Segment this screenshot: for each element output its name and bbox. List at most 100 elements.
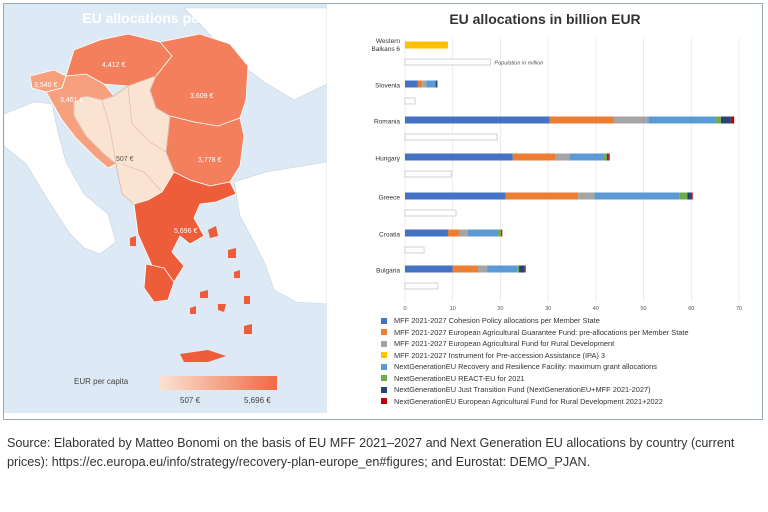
legend-label: NextGenerationEU Recovery and Resilience… [394, 362, 657, 372]
wb-border-3 [121, 163, 163, 193]
map-label-slovenia: 3,540 € [34, 82, 57, 89]
choropleth-map: 3,540 € 3,461 € 4,412 € 3,609 € 3,778 € … [4, 7, 327, 362]
population-label: Population in million [494, 61, 543, 67]
bar-segment [603, 153, 607, 161]
population-bar [404, 170, 452, 178]
bar-segment [517, 265, 520, 273]
legend-label: NextGenerationEU European Agricultural F… [394, 396, 663, 406]
map-label-croatia: 3,461 € [60, 97, 83, 104]
population-bar [404, 209, 457, 217]
legend-swatch [381, 329, 387, 336]
map-label-romania: 3,609 € [190, 93, 213, 100]
bar-segment [487, 265, 518, 273]
wb-border-2 [127, 85, 167, 153]
legend-swatch [381, 386, 387, 393]
bar-segment [417, 80, 423, 88]
x-tick-label: 70 [736, 306, 742, 312]
x-tick-label: 20 [497, 306, 503, 312]
bar-segment [613, 116, 649, 124]
legend-entry: MFF 2021-2027 Cohesion Policy allocation… [381, 315, 751, 327]
bar-chart-title: EU allocations in billion EUR [449, 11, 641, 27]
bar-chart-panel: 0 10 20 30 40 50 60 70 Western Balkans 6 Populatio… [331, 4, 759, 413]
italy-landmass [4, 101, 117, 255]
bar-segment [720, 116, 731, 124]
bar-segment [405, 116, 550, 124]
bar-segment [679, 192, 688, 200]
aegean-island-1 [208, 226, 218, 238]
bar-segment [606, 153, 609, 161]
x-tick-label: 0 [403, 306, 406, 312]
bar-segment [549, 116, 614, 124]
peloponnese-region [143, 263, 175, 303]
legend-swatch [381, 398, 387, 405]
category-label: Hungary [375, 156, 400, 163]
bar-segment [730, 116, 735, 124]
bar-segment [447, 229, 460, 237]
population-bar [404, 133, 498, 141]
map-panel: 3,540 € 3,461 € 4,412 € 3,609 € 3,778 € … [4, 4, 327, 413]
map-label-bulgaria: 3,778 € [198, 157, 221, 164]
legend-swatch [381, 375, 387, 382]
bar-segment [687, 192, 692, 200]
bar-segment [524, 265, 526, 273]
population-bar [404, 246, 425, 254]
x-tick-label: 30 [545, 306, 551, 312]
category-label: Greece [379, 195, 401, 202]
map-label-greece: 5,696 € [174, 228, 197, 235]
bar-segment [594, 192, 680, 200]
bar-segment [405, 41, 448, 49]
bar-segment [422, 80, 427, 88]
map-label-hungary: 4,412 € [102, 62, 125, 69]
population-bar [404, 97, 416, 105]
bar-segment [578, 192, 595, 200]
legend-entry: NextGenerationEU European Agricultural F… [381, 396, 751, 408]
map-legend-title: EUR per capita [74, 377, 129, 386]
stacked-bar-chart: 0 10 20 30 40 50 60 70 Western Balkans 6 Populatio… [371, 38, 742, 312]
bar-segment [498, 229, 501, 237]
population-bar [404, 58, 491, 66]
legend-swatch [381, 363, 387, 370]
bar-segment [519, 265, 525, 273]
bar-segment [467, 229, 499, 237]
bar-segment [426, 80, 436, 88]
romania-region [149, 33, 249, 127]
bar-segment [452, 265, 479, 273]
legend-swatch [381, 352, 387, 359]
bar-segment [555, 153, 570, 161]
legend-label: NextGenerationEU Just Transition Fund (N… [394, 385, 651, 395]
bar-segment [478, 265, 488, 273]
bar-segment [505, 192, 579, 200]
category-label: Slovenia [375, 83, 400, 90]
x-tick-label: 40 [593, 306, 599, 312]
ukraine-landmass [183, 7, 327, 101]
legend-entry: MFF 2021-2027 European Agricultural Guar… [381, 327, 751, 339]
legend-entry: NextGenerationEU Just Transition Fund (N… [381, 384, 751, 396]
legend-entry: NextGenerationEU Recovery and Resilience… [381, 361, 751, 373]
bar-segment [405, 229, 448, 237]
source-note: Source: Elaborated by Matteo Bonomi on t… [7, 436, 735, 469]
map-legend-max: 5,696 € [244, 396, 271, 405]
wb-border-1 [101, 99, 117, 165]
aegean-island-3 [200, 290, 208, 298]
legend-entry: MFF 2021-2027 Instrument for Pre-accessi… [381, 350, 751, 362]
category-label: Romania [374, 119, 400, 126]
legend-label: MFF 2021-2027 European Agricultural Fund… [394, 339, 615, 349]
legend-entry: MFF 2021-2027 European Agricultural Fund… [381, 338, 751, 350]
legend-label: MFF 2021-2027 European Agricultural Guar… [394, 327, 689, 337]
aegean-island-4 [218, 304, 226, 312]
bar-segment [500, 229, 502, 237]
aegean-island-5 [244, 324, 252, 334]
aegean-island-6 [234, 270, 240, 278]
x-tick-label: 50 [641, 306, 647, 312]
bar-segment [648, 116, 717, 124]
population-bar [404, 282, 439, 290]
western-balkans-region [73, 75, 175, 205]
bar-segment [716, 116, 721, 124]
bar-segment [608, 153, 610, 161]
aegean-island-2 [228, 248, 236, 258]
x-tick-label: 10 [450, 306, 456, 312]
crete-island [180, 350, 226, 362]
legend-label: NextGenerationEU REACT-EU for 2021 [394, 373, 525, 383]
bar-segment [405, 192, 506, 200]
legend-swatch [381, 340, 387, 347]
